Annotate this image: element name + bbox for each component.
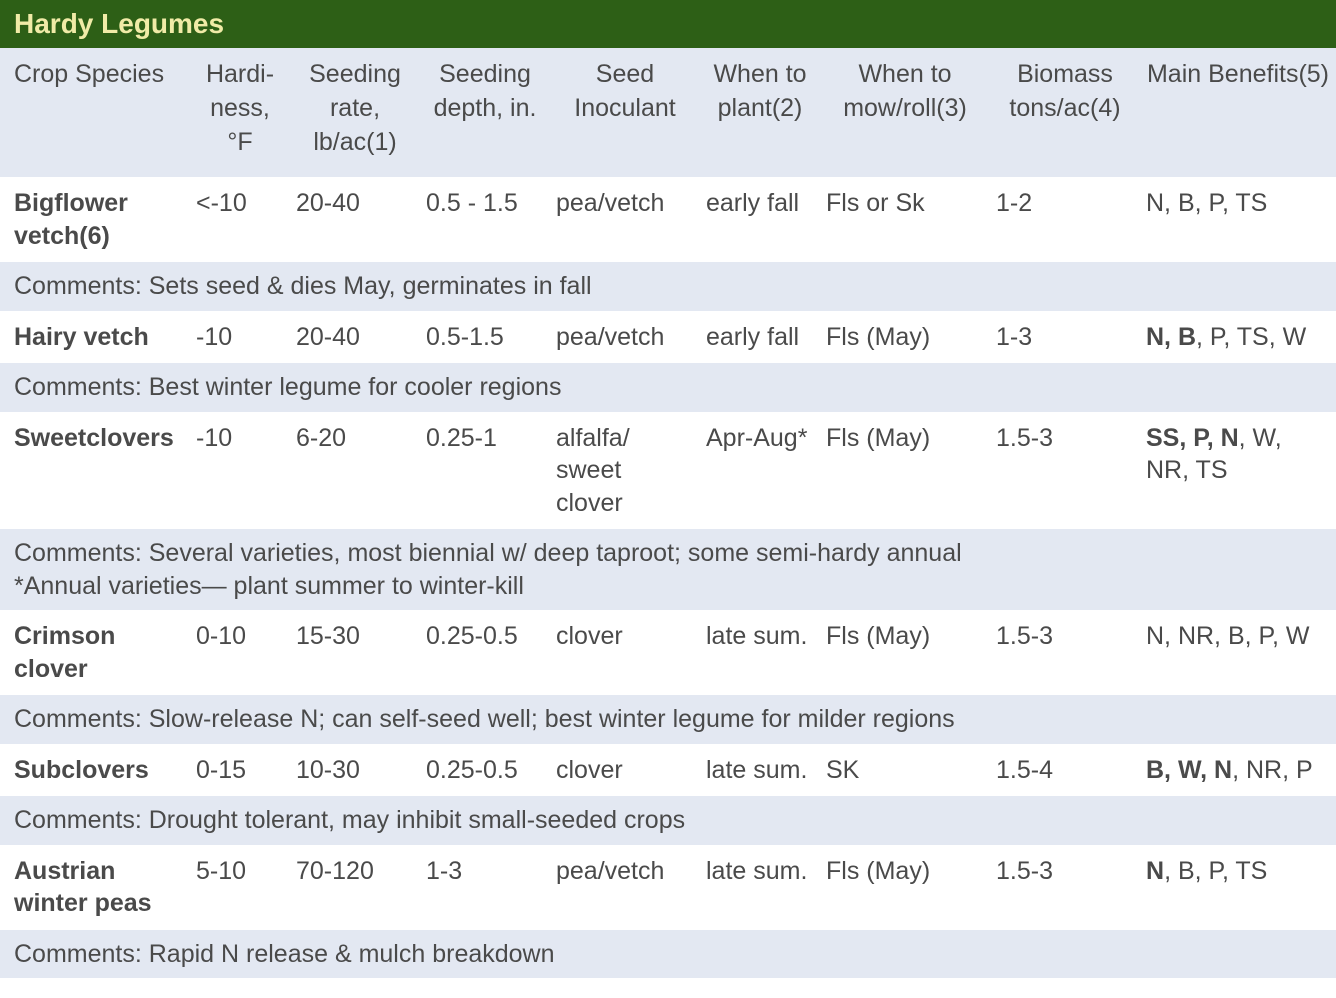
comment-cell: Comments: Sets seed & dies May, germinat… <box>0 262 1336 311</box>
col-biomass: Biomass tons/ac(4) <box>990 48 1140 177</box>
cell-inoculant: alfalfa/ sweet clover <box>550 412 700 530</box>
col-when-mow: When to mow/roll(3) <box>820 48 990 177</box>
cell-hardiness: 0-15 <box>190 744 290 797</box>
table-row: Hairy vetch-1020-400.5-1.5pea/vetchearly… <box>0 311 1336 364</box>
col-when-plant: When to plant(2) <box>700 48 820 177</box>
table-title: Hardy Legumes <box>0 0 1336 48</box>
cell-hardiness: 5-10 <box>190 845 290 930</box>
cell-seeding_depth: 0.5-1.5 <box>420 311 550 364</box>
header-row: Crop Species Hardi-ness, °F Seeding rate… <box>0 48 1336 177</box>
table-row: Bigflower vetch(6)<-1020-400.5 - 1.5pea/… <box>0 177 1336 262</box>
cell-biomass: 1-3 <box>990 311 1140 364</box>
cell-when_plant: late sum. <box>700 744 820 797</box>
comment-cell: Comments: Best winter legume for cooler … <box>0 363 1336 412</box>
cell-species: Bigflower vetch(6) <box>0 177 190 262</box>
cell-hardiness: 0-10 <box>190 610 290 695</box>
comment-row: Comments: Sets seed & dies May, germinat… <box>0 262 1336 311</box>
cell-seeding_depth: 1-3 <box>420 845 550 930</box>
cell-biomass: 1.5-3 <box>990 412 1140 530</box>
cell-biomass: 1.5-4 <box>990 744 1140 797</box>
cell-seeding_depth: 0.25-0.5 <box>420 610 550 695</box>
cell-when_mow: Fls (May) <box>820 412 990 530</box>
cell-inoculant: clover <box>550 744 700 797</box>
benefits-bold: SS, P, N <box>1146 424 1239 452</box>
table-row: Subclovers0-1510-300.25-0.5cloverlate su… <box>0 744 1336 797</box>
benefits-bold: N <box>1146 857 1164 885</box>
cell-seeding_rate: 70-120 <box>290 845 420 930</box>
cell-when_mow: Fls or Sk <box>820 177 990 262</box>
benefits-rest: , NR, P <box>1232 756 1313 784</box>
legumes-table: Crop Species Hardi-ness, °F Seeding rate… <box>0 48 1336 978</box>
cell-biomass: 1-2 <box>990 177 1140 262</box>
benefits-rest: , B, P, TS <box>1164 857 1267 885</box>
comment-row: Comments: Rapid N release & mulch breakd… <box>0 930 1336 979</box>
col-seeding-rate: Seeding rate, lb/ac(1) <box>290 48 420 177</box>
cell-seeding_depth: 0.25-0.5 <box>420 744 550 797</box>
table-row: Sweetclovers-106-200.25-1alfalfa/ sweet … <box>0 412 1336 530</box>
benefits-rest: N, B, P, TS <box>1146 189 1267 217</box>
cell-hardiness: -10 <box>190 412 290 530</box>
cell-when_mow: SK <box>820 744 990 797</box>
comment-cell: Comments: Drought tolerant, may inhibit … <box>0 796 1336 845</box>
cell-benefits: N, B, P, TS <box>1140 845 1336 930</box>
cell-species: Crimson clover <box>0 610 190 695</box>
cell-species: Subclovers <box>0 744 190 797</box>
cell-seeding_rate: 20-40 <box>290 177 420 262</box>
cell-benefits: N, B, P, TS <box>1140 177 1336 262</box>
cell-when_plant: early fall <box>700 311 820 364</box>
benefits-bold: B, W, N <box>1146 756 1232 784</box>
cell-when_plant: early fall <box>700 177 820 262</box>
cell-benefits: B, W, N, NR, P <box>1140 744 1336 797</box>
col-inoculant: Seed Inoculant <box>550 48 700 177</box>
cell-hardiness: -10 <box>190 311 290 364</box>
comment-cell: Comments: Slow-release N; can self-seed … <box>0 695 1336 744</box>
comment-cell: Comments: Several varieties, most bienni… <box>0 529 1336 610</box>
table-row: Crimson clover0-1015-300.25-0.5cloverlat… <box>0 610 1336 695</box>
cell-seeding_rate: 10-30 <box>290 744 420 797</box>
table-row: Austrian winter peas5-1070-1201-3pea/vet… <box>0 845 1336 930</box>
col-benefits: Main Benefits(5) <box>1140 48 1336 177</box>
cell-biomass: 1.5-3 <box>990 845 1140 930</box>
cell-species: Hairy vetch <box>0 311 190 364</box>
benefits-bold: N, B <box>1146 323 1196 351</box>
cell-seeding_rate: 6-20 <box>290 412 420 530</box>
cell-when_mow: Fls (May) <box>820 610 990 695</box>
comment-row: Comments: Slow-release N; can self-seed … <box>0 695 1336 744</box>
cell-inoculant: clover <box>550 610 700 695</box>
cell-seeding_depth: 0.25-1 <box>420 412 550 530</box>
cell-benefits: N, NR, B, P, W <box>1140 610 1336 695</box>
cell-inoculant: pea/vetch <box>550 311 700 364</box>
cell-when_plant: late sum. <box>700 845 820 930</box>
cell-hardiness: <-10 <box>190 177 290 262</box>
cell-species: Sweetclovers <box>0 412 190 530</box>
cell-inoculant: pea/vetch <box>550 845 700 930</box>
cell-when_mow: Fls (May) <box>820 845 990 930</box>
comment-cell: Comments: Rapid N release & mulch breakd… <box>0 930 1336 979</box>
col-hardiness: Hardi-ness, °F <box>190 48 290 177</box>
cell-seeding_rate: 15-30 <box>290 610 420 695</box>
benefits-rest: N, NR, B, P, W <box>1146 622 1309 650</box>
cell-when_plant: late sum. <box>700 610 820 695</box>
cell-when_plant: Apr-Aug* <box>700 412 820 530</box>
legumes-table-wrap: Hardy Legumes Crop Species Hardi-ness, °… <box>0 0 1336 978</box>
cell-when_mow: Fls (May) <box>820 311 990 364</box>
cell-species: Austrian winter peas <box>0 845 190 930</box>
cell-benefits: SS, P, N, W, NR, TS <box>1140 412 1336 530</box>
col-seeding-depth: Seeding depth, in. <box>420 48 550 177</box>
cell-seeding_rate: 20-40 <box>290 311 420 364</box>
col-species: Crop Species <box>0 48 190 177</box>
cell-benefits: N, B, P, TS, W <box>1140 311 1336 364</box>
cell-seeding_depth: 0.5 - 1.5 <box>420 177 550 262</box>
benefits-rest: , P, TS, W <box>1196 323 1306 351</box>
comment-row: Comments: Best winter legume for cooler … <box>0 363 1336 412</box>
cell-inoculant: pea/vetch <box>550 177 700 262</box>
cell-biomass: 1.5-3 <box>990 610 1140 695</box>
comment-row: Comments: Several varieties, most bienni… <box>0 529 1336 610</box>
comment-row: Comments: Drought tolerant, may inhibit … <box>0 796 1336 845</box>
